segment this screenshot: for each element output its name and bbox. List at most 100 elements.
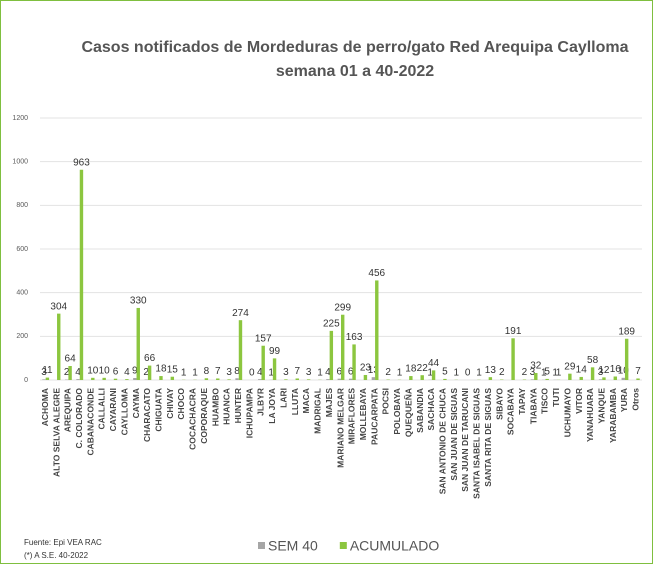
x-tick-label: SABANDIA xyxy=(415,388,425,433)
data-label: 6 xyxy=(337,366,343,377)
data-label: 5 xyxy=(442,367,448,378)
data-label: 3 xyxy=(41,367,47,378)
data-label: 15 xyxy=(167,364,179,375)
data-label: 18 xyxy=(155,364,167,375)
x-tick-label: CHIVAY xyxy=(165,388,175,419)
data-label: 5 xyxy=(544,367,550,378)
data-label: 963 xyxy=(73,157,90,168)
bar xyxy=(326,379,330,380)
x-tick-label: TUTI xyxy=(551,388,561,407)
x-tick-label: YANQUE xyxy=(596,388,606,424)
data-label: 10 xyxy=(87,365,99,376)
data-label: 1 xyxy=(181,367,187,378)
legend-swatch xyxy=(258,542,265,549)
bar xyxy=(420,375,424,380)
x-tick-label: YANAHUARA xyxy=(585,388,595,442)
x-tick-label: QUEQUEÑA xyxy=(403,388,413,437)
bar xyxy=(295,378,299,380)
data-label: 1 xyxy=(427,367,433,378)
bar xyxy=(371,377,376,380)
data-label: 1 xyxy=(476,367,482,378)
bar xyxy=(125,379,129,380)
chart-subtitle: semana 01 a 40-2022 xyxy=(276,63,434,80)
data-label: 1 xyxy=(268,367,274,378)
data-label: 225 xyxy=(323,319,340,330)
x-tick-label: HUANCA xyxy=(222,388,232,425)
y-tick-label: 1200 xyxy=(12,115,28,122)
data-label: 1 xyxy=(552,367,558,378)
x-tick-label: LLUTA xyxy=(290,388,300,415)
y-tick-label: 400 xyxy=(16,290,28,297)
bar xyxy=(337,378,341,380)
legend-swatch xyxy=(339,542,347,549)
bar xyxy=(45,377,50,380)
data-label: 191 xyxy=(505,326,522,337)
data-label: 2 xyxy=(64,367,70,378)
bar xyxy=(272,358,277,380)
data-label: 9 xyxy=(132,366,138,377)
bar xyxy=(76,379,80,380)
data-label: 10 xyxy=(618,365,630,376)
x-tick-label: POCSI xyxy=(381,388,391,414)
data-label: 1 xyxy=(454,367,460,378)
data-label: 6 xyxy=(113,366,119,377)
bar xyxy=(621,377,625,380)
bar xyxy=(568,373,572,380)
data-label: 22 xyxy=(417,363,429,374)
data-label: 10 xyxy=(99,365,111,376)
bar xyxy=(598,379,603,380)
bar xyxy=(227,379,231,380)
data-label: 99 xyxy=(269,346,281,357)
data-label: 1 xyxy=(397,367,403,378)
data-label: 2 xyxy=(522,367,528,378)
x-tick-label: MAJES xyxy=(324,388,334,418)
footnote: (*) A S.E. 40-2022 xyxy=(24,551,89,560)
data-label: 163 xyxy=(346,332,363,343)
x-tick-label: SAN ANTONIO DE CHUCA xyxy=(437,388,447,494)
data-label: 7 xyxy=(635,366,641,377)
bar xyxy=(348,378,353,380)
bar xyxy=(443,378,447,380)
data-label: 4 xyxy=(325,367,331,378)
x-tick-label: SANTA RITA DE SIGUAS xyxy=(483,388,493,487)
data-label: 44 xyxy=(428,358,440,369)
x-tick-label: COCACHACRA xyxy=(188,388,198,450)
bar xyxy=(534,373,538,380)
x-tick-label: JLBYR xyxy=(256,388,266,416)
data-label: 12 xyxy=(598,365,610,376)
bar xyxy=(545,378,549,380)
x-tick-label: CHIGUATA xyxy=(154,388,164,432)
x-tick-label: LARI xyxy=(278,388,288,408)
bar xyxy=(530,379,535,380)
bar xyxy=(624,338,629,380)
y-tick-label: 200 xyxy=(16,333,28,340)
data-label: 13 xyxy=(368,365,380,376)
data-label: 29 xyxy=(564,361,576,372)
x-tick-label: ALTO SELVA ALEGRE xyxy=(51,388,61,477)
data-label: 2 xyxy=(499,367,505,378)
bar xyxy=(235,378,239,380)
bar xyxy=(341,314,345,380)
data-label: 3 xyxy=(283,367,289,378)
data-label: 64 xyxy=(65,354,77,365)
x-tick-label: SANTA ISABEL DE SIGUAS xyxy=(472,388,482,499)
data-label: 6 xyxy=(348,366,354,377)
bar xyxy=(329,330,334,380)
bar xyxy=(488,377,493,380)
bar xyxy=(147,365,152,380)
bar xyxy=(258,379,262,380)
bar xyxy=(204,378,209,380)
x-tick-label: HUAMBO xyxy=(210,388,220,427)
x-tick-label: CAYLLOMA xyxy=(119,388,129,435)
bar xyxy=(102,377,106,380)
y-tick-label: 600 xyxy=(16,246,28,253)
x-tick-label: TISCO xyxy=(540,388,550,414)
data-label: 0 xyxy=(465,368,471,379)
bar xyxy=(261,345,265,380)
legend-label: SEM 40 xyxy=(268,538,318,554)
bar xyxy=(511,338,515,380)
x-tick-label: SAN JUAN DE TARUCANI xyxy=(460,388,470,492)
data-label: 3 xyxy=(226,367,232,378)
x-tick-label: HUNTER xyxy=(233,388,243,423)
